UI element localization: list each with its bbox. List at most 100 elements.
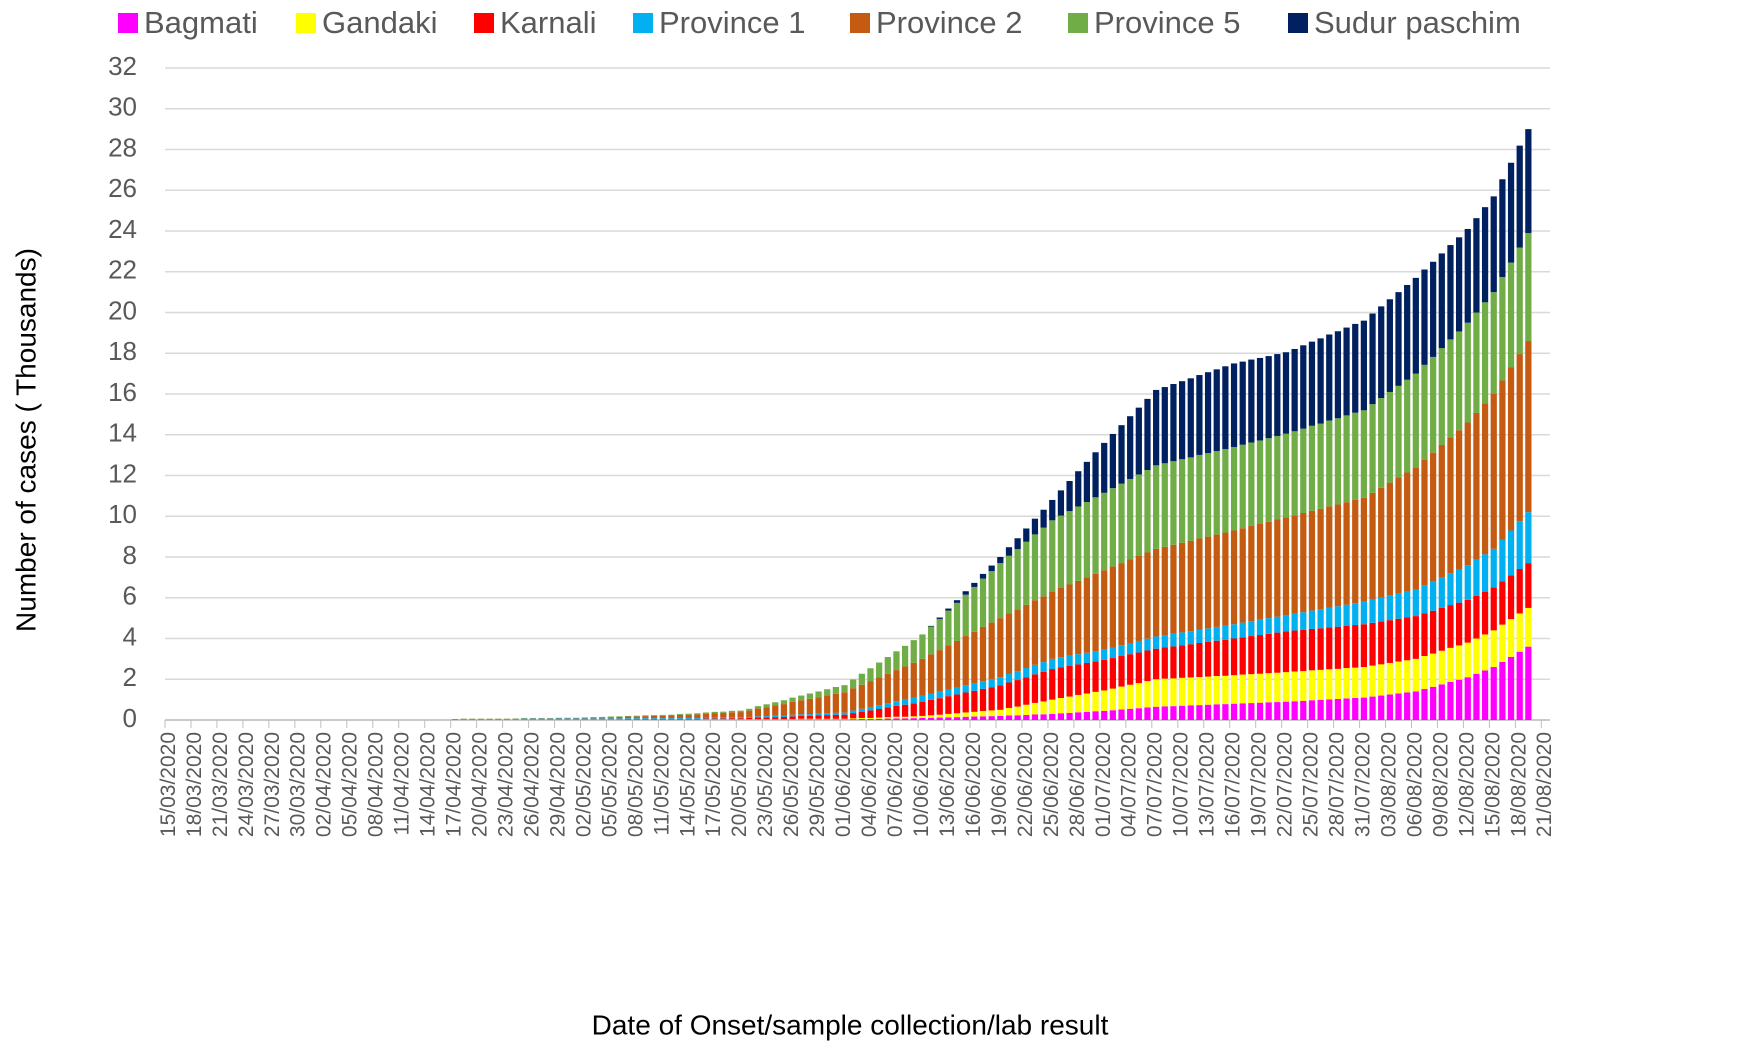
bar-segment — [1369, 313, 1376, 405]
bar-segment — [1378, 487, 1385, 598]
bar-segment — [1525, 563, 1532, 608]
x-axis-label: Date of Onset/sample collection/lab resu… — [592, 1009, 1109, 1040]
bar-segment — [919, 715, 926, 718]
bar-segment — [789, 701, 796, 715]
y-tick-label: 22 — [108, 255, 137, 285]
bar-segment — [1256, 619, 1264, 636]
bar-segment — [720, 711, 727, 713]
x-tick-label: 21/03/2020 — [209, 732, 232, 837]
bar-segment — [1109, 658, 1116, 689]
bar-segment — [1256, 635, 1264, 674]
bar-segment — [1187, 378, 1194, 458]
bar-segment — [1040, 714, 1047, 720]
bar-segment — [1343, 698, 1350, 720]
bar-segment — [1144, 398, 1151, 470]
bar-segment — [1421, 585, 1428, 614]
bar-segment — [979, 578, 987, 627]
bar-segment — [1282, 631, 1290, 673]
bar-segment — [1447, 605, 1454, 648]
bar-segment — [659, 715, 666, 719]
bar-segment — [1066, 696, 1073, 713]
bar-segment — [1499, 380, 1506, 540]
bar-segment — [737, 718, 744, 720]
x-tick-label: 14/04/2020 — [417, 732, 440, 837]
bar-segment — [685, 713, 692, 715]
bar-segment — [772, 705, 779, 716]
bar-segment — [1404, 617, 1411, 661]
bar-segment — [737, 712, 744, 718]
bar-segment — [1066, 511, 1073, 585]
bar-segment — [1170, 706, 1177, 720]
bar-segment — [1040, 671, 1047, 702]
bar-segment — [962, 591, 969, 595]
x-tick-label: 17/05/2020 — [702, 732, 725, 837]
bar-segment — [876, 705, 883, 709]
bar-segment — [737, 717, 744, 719]
bar-segment — [1352, 499, 1359, 604]
bar-segment — [1412, 691, 1419, 720]
bar-segment — [858, 684, 865, 709]
bar-segment — [1092, 661, 1099, 692]
y-tick-label: 14 — [108, 418, 137, 448]
bar-segment — [850, 688, 857, 711]
bar-segment — [1481, 207, 1489, 303]
bar-segment — [824, 719, 831, 720]
bar-segment — [1395, 618, 1402, 662]
x-tick-label: 26/05/2020 — [780, 732, 803, 837]
bar-segment — [1178, 677, 1186, 706]
bar-segment — [1282, 615, 1290, 632]
bar-segment — [953, 687, 961, 695]
bar-segment — [1187, 631, 1194, 645]
bar-segment — [1473, 412, 1480, 560]
bar-segment — [1101, 710, 1108, 720]
bar-segment — [798, 695, 805, 701]
bar-segment — [650, 715, 658, 716]
bar-segment — [1395, 693, 1402, 720]
bar-segment — [1369, 665, 1376, 697]
bar-segment — [1161, 546, 1168, 636]
bar-segment — [832, 686, 839, 694]
bar-segment — [1005, 682, 1013, 708]
bar-segment — [1144, 681, 1151, 708]
x-tick-label: 22/06/2020 — [1014, 732, 1037, 837]
bar-segment — [624, 715, 632, 717]
bar-segment — [1014, 671, 1021, 681]
bar-segment — [841, 712, 848, 715]
bar-segment — [1092, 497, 1099, 574]
bar-segment — [936, 691, 943, 699]
bar-segment — [1352, 323, 1359, 413]
bar-segment — [901, 645, 909, 667]
bar-segment — [1066, 666, 1073, 697]
bar-segment — [1464, 642, 1471, 678]
bar-segment — [1014, 609, 1021, 672]
bar-segment — [1473, 312, 1480, 413]
bar-segment — [1075, 712, 1082, 720]
bar-segment — [1023, 677, 1030, 705]
bar-segment — [616, 716, 623, 717]
x-tick-label: 04/07/2020 — [1118, 732, 1141, 837]
bar-segment — [997, 618, 1004, 678]
bar-segment — [728, 710, 736, 713]
bar-segment — [529, 718, 537, 720]
bar-segment — [936, 650, 943, 692]
bar-segment — [1378, 306, 1385, 399]
bar-segment — [1196, 454, 1203, 539]
bar-segment — [1481, 554, 1489, 592]
bar-segment — [555, 718, 562, 720]
bar-segment — [1516, 651, 1523, 720]
bar-segment — [624, 718, 632, 719]
bar-segment — [1057, 713, 1065, 720]
bar-segment — [607, 717, 614, 719]
bar-segment — [1421, 656, 1428, 690]
bar-segment — [1317, 423, 1324, 509]
bar-segment — [1308, 510, 1316, 611]
bar-segment — [798, 714, 805, 716]
bar-segment — [910, 718, 917, 720]
bar-segment — [1507, 367, 1515, 531]
bar-segment — [1005, 707, 1013, 716]
bar-segment — [1430, 356, 1437, 453]
bar-segment — [1378, 664, 1385, 696]
bar-segment — [694, 714, 701, 718]
bar-segment — [624, 716, 632, 719]
bar-segment — [1135, 683, 1142, 709]
